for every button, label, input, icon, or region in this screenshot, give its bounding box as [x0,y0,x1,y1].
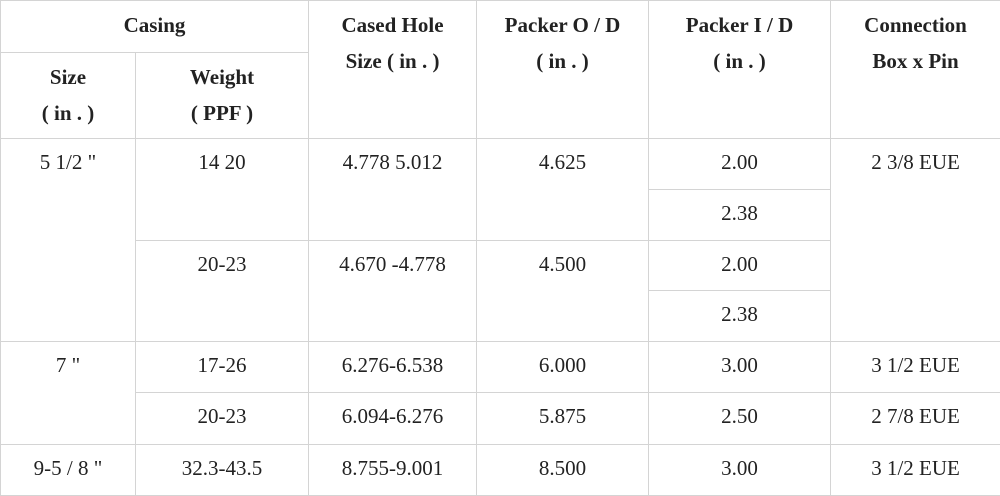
packer-id-cell: 2.38 [648,188,832,241]
table-row: 2.38 [1,188,1000,241]
table-row: 2.38 [1,290,1000,343]
packer-od-cell: 5.875 [476,392,650,445]
header-packer-id: Packer I / D ( in . ) [648,0,832,139]
connection-cell: 2 7/8 EUE [830,392,1000,445]
connection-cell: 3 1/2 EUE [830,443,1000,496]
table-row: 20-23 6.094-6.276 5.875 2.50 2 7/8 EUE [1,392,1000,445]
header-packer-od-line1: Packer O / D [504,13,621,37]
header-packer-id-line1: Packer I / D [685,13,794,37]
casing-size-cell: 5 1/2 " [0,137,136,343]
packer-id-cell: 3.00 [648,443,832,496]
header-connection-line2: Box x Pin [872,49,959,73]
header-size-line1: Size [49,65,87,89]
weight-cell: 20-23 [134,239,310,343]
packer-id-cell: 3.00 [648,341,832,394]
weight-cell: 32.3-43.5 [134,443,310,496]
connection-cell: 2 3/8 EUE [830,137,1000,343]
header-cased-hole-line2: Size ( in . ) [345,49,440,73]
header-packer-od-line2: ( in . ) [536,49,589,73]
header-connection-line1: Connection [864,13,967,37]
cased-hole-cell: 6.276-6.538 [308,341,478,394]
cased-hole-cell: 4.778 5.012 [308,138,478,241]
connection-cell: 3 1/2 EUE [830,341,1000,394]
packer-id-cell: 2.50 [648,392,832,445]
weight-cell: 14 20 [134,138,310,241]
cased-hole-cell: 6.094-6.276 [308,392,478,445]
header-packer-id-line2: ( in . ) [713,49,766,73]
header-cased-hole-line1: Cased Hole [341,13,444,37]
cased-hole-cell: 4.670 -4.778 [308,239,478,343]
header-size-line2: ( in . ) [41,101,95,125]
header-connection: Connection Box x Pin [830,0,1000,139]
table-row: 5 1/2 " 14 20 4.778 5.012 4.625 2.00 2 3… [0,137,1000,343]
weight-cell: 20-23 [134,392,310,445]
header-weight-line2: ( PPF ) [190,101,254,125]
packer-id-cell: 2.00 [648,239,832,292]
casing-size-cell: 9-5 / 8 " [0,443,136,496]
packer-od-cell: 4.625 [476,138,650,241]
packer-od-cell: 4.500 [476,239,650,343]
table-row: 9-5 / 8 " 32.3-43.5 8.755-9.001 8.500 3.… [0,443,1000,496]
packer-id-cell: 2.38 [648,290,832,343]
header-weight: Weight ( PPF ) [134,52,310,139]
cased-hole-cell: 8.755-9.001 [308,443,478,496]
table-row: 7 " 17-26 6.276-6.538 6.000 3.00 3 1/2 E… [0,341,1000,445]
header-packer-od: Packer O / D ( in . ) [476,0,650,139]
casing-size-cell: 7 " [0,341,136,445]
packer-od-cell: 8.500 [476,443,650,496]
packer-od-cell: 6.000 [476,341,650,394]
header-size: Size ( in . ) [0,52,136,139]
weight-cell: 17-26 [134,341,310,394]
header-casing: Casing [0,0,310,53]
header-weight-line1: Weight [189,65,255,89]
header-cased-hole-size: Cased Hole Size ( in . ) [308,0,478,139]
packer-id-cell: 2.00 [648,138,832,190]
